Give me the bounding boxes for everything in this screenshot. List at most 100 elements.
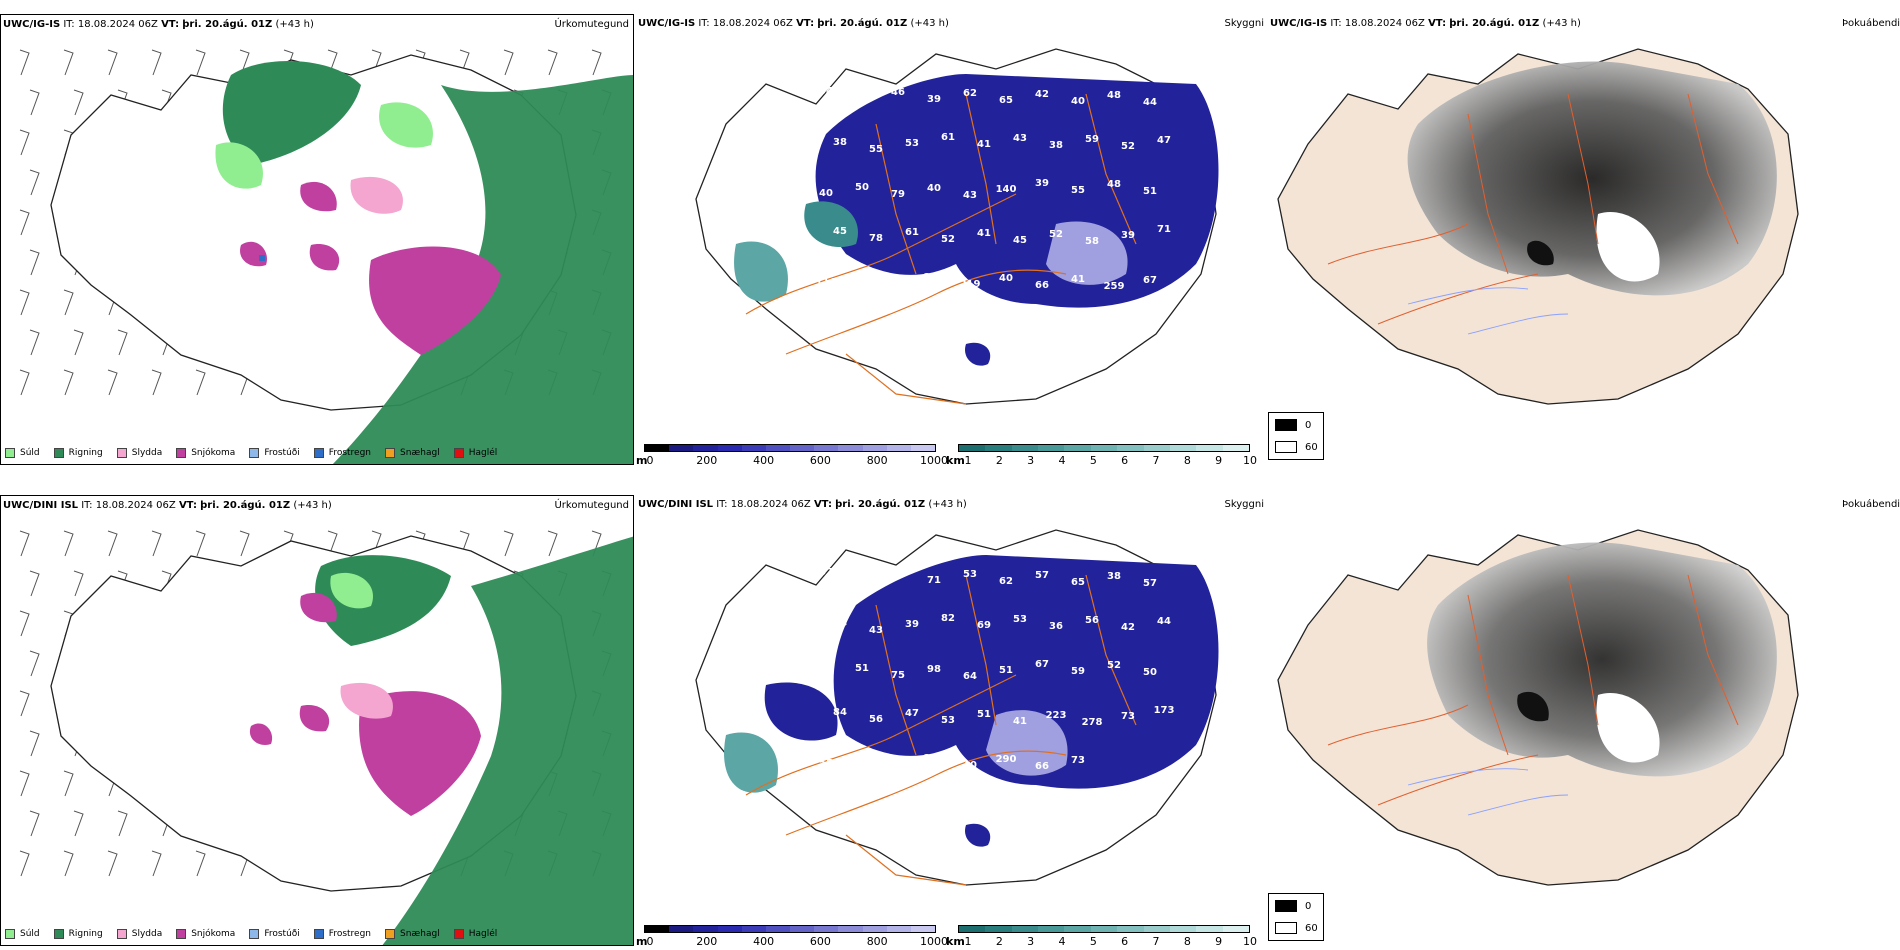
colorbar-segment (693, 445, 718, 451)
wind-barb (73, 810, 84, 837)
legend-swatch (453, 929, 464, 939)
legend-label: Rigning (68, 929, 103, 939)
legend-label: Haglél (468, 929, 498, 939)
visibility-value-label: 290 (996, 754, 1017, 765)
legend-label: Rigning (68, 448, 103, 458)
legend-item: Snæhagl (385, 448, 440, 458)
colorbar-segment (717, 926, 742, 932)
colorbar-segment (1117, 926, 1144, 932)
wind-barb (19, 289, 30, 316)
fog-legend-swatch (1275, 900, 1297, 912)
legend-swatch (176, 929, 187, 939)
wind-barb (151, 530, 162, 557)
legend-swatch (385, 448, 396, 458)
legend-label: Slydda (131, 929, 163, 939)
colorbar-tick: 800 (866, 454, 888, 465)
panel-header: UWC/IG-IS IT: 18.08.2024 06Z VT: þri. 20… (1270, 18, 1581, 29)
wind-barb (107, 850, 118, 877)
visibility-map: 67 74 40 71 53 62 57 65 38 57 44 43 39 82 69 53 36 56 42 44… (695, 529, 1219, 886)
visibility-value-label: 51 (855, 663, 869, 674)
panel-title: Þokuábendi (1842, 18, 1900, 29)
colorbar-tick: 9 (1215, 935, 1223, 946)
colorbar-segment (886, 445, 911, 451)
panel-header: UWC/DINI ISL IT: 18.08.2024 06Z VT: þri.… (3, 500, 332, 511)
panel-header: UWC/IG-IS IT: 18.08.2024 06Z VT: þri. 20… (3, 19, 314, 30)
visibility-value-label: 71 (1157, 224, 1171, 235)
visibility-value-label: 38 (1107, 571, 1121, 582)
colorbar-tick: 200 (696, 935, 718, 946)
visibility-value-label: 67 (819, 567, 833, 578)
visibility-value-label: 38 (1049, 140, 1063, 151)
visibility-value-label: 53 (941, 715, 955, 726)
legend-swatch (313, 929, 324, 939)
visibility-value-label: 40 (963, 760, 977, 771)
legend-swatch (249, 448, 260, 458)
visibility-value-label: 39 (905, 619, 919, 630)
fog-panel-bottom: Þokuábendi 0 (1268, 495, 1900, 946)
visibility-value-label: 41 (1071, 274, 1085, 285)
visibility-value-label: 61 (819, 669, 833, 680)
colorbar-tick: 1000 (920, 935, 948, 946)
colorbar-tick: 5 (1089, 454, 1097, 465)
colorbar-tick: 200 (696, 454, 718, 465)
panel-title: Skyggni (1224, 18, 1264, 29)
wind-barb (327, 530, 338, 557)
colorbar-segment (1143, 926, 1170, 932)
visibility-value-label: 56 (1085, 615, 1099, 626)
colorbar-segment (814, 926, 839, 932)
visibility-value-label: 39 (1121, 230, 1135, 241)
wind-barb (151, 49, 162, 76)
colorbar-segment (1196, 926, 1223, 932)
wind-barb (29, 650, 40, 677)
wind-barb (151, 369, 162, 396)
panel-title: Þokuábendi (1842, 499, 1900, 510)
colorbar-segment (717, 445, 742, 451)
colorbar-segment (1169, 445, 1197, 451)
wind-barb (63, 369, 74, 396)
precip-type-legend: Súld Rigning Slydda Snjókoma Frostúði Frostre… (5, 929, 497, 939)
visibility-value-label: 41 (977, 139, 991, 150)
colorbar-tick: 2 (995, 454, 1003, 465)
colorbar-tick: 800 (866, 935, 888, 946)
colorbar-segment (1169, 926, 1197, 932)
colorbar-segment (959, 445, 986, 451)
colorbar-tick: 9 (1215, 454, 1223, 465)
precip-type-map (19, 530, 633, 945)
visibility-value-label: 61 (941, 132, 955, 143)
visibility-value-label: 116 (816, 277, 837, 288)
visibility-value-label: 98 (927, 664, 941, 675)
visibility-value-label: 39 (1035, 178, 1049, 189)
fog-map (1277, 529, 1799, 886)
colorbar-tick: 600 (809, 935, 831, 946)
fog-legend-label: 60 (1305, 441, 1318, 453)
visibility-value-label: 59 (1085, 134, 1099, 145)
legend-label: Frostregn (328, 929, 372, 939)
legend-swatch (53, 929, 64, 939)
legend-swatch (249, 929, 260, 939)
colorbar-segment (765, 926, 791, 932)
colorbar-segment (1090, 445, 1118, 451)
wind-barb (239, 530, 250, 557)
colorbar-segment (1011, 926, 1039, 932)
visibility-value-label: 57 (1035, 570, 1049, 581)
colorbar-segment (669, 445, 694, 451)
visibility-value-label: 45 (833, 226, 847, 237)
fog-legend-label: 0 (1305, 419, 1312, 431)
colorbar-unit: m (636, 935, 648, 946)
wind-barb (117, 810, 128, 837)
visibility-value-label: 262 (924, 272, 945, 283)
visibility-value-label: 43 (855, 752, 869, 763)
visibility-value-label: 264 (924, 753, 945, 764)
colorbar-tick: 10 (1243, 935, 1257, 946)
visibility-value-label: 40 (819, 188, 833, 199)
fog-legend-label: 60 (1305, 922, 1318, 934)
visibility-value-label: 44 (1143, 97, 1157, 108)
visibility-value-label: 74 (855, 574, 869, 585)
legend-item: Snæhagl (385, 929, 440, 939)
wind-barb (63, 770, 74, 797)
visibility-value-label: 56 (869, 714, 883, 725)
wind-barb (503, 530, 514, 557)
colorbar-segment (1196, 445, 1223, 451)
fog-panel-top: UWC/IG-IS IT: 18.08.2024 06Z VT: þri. 20… (1268, 14, 1900, 465)
colorbar-segment (910, 445, 936, 451)
